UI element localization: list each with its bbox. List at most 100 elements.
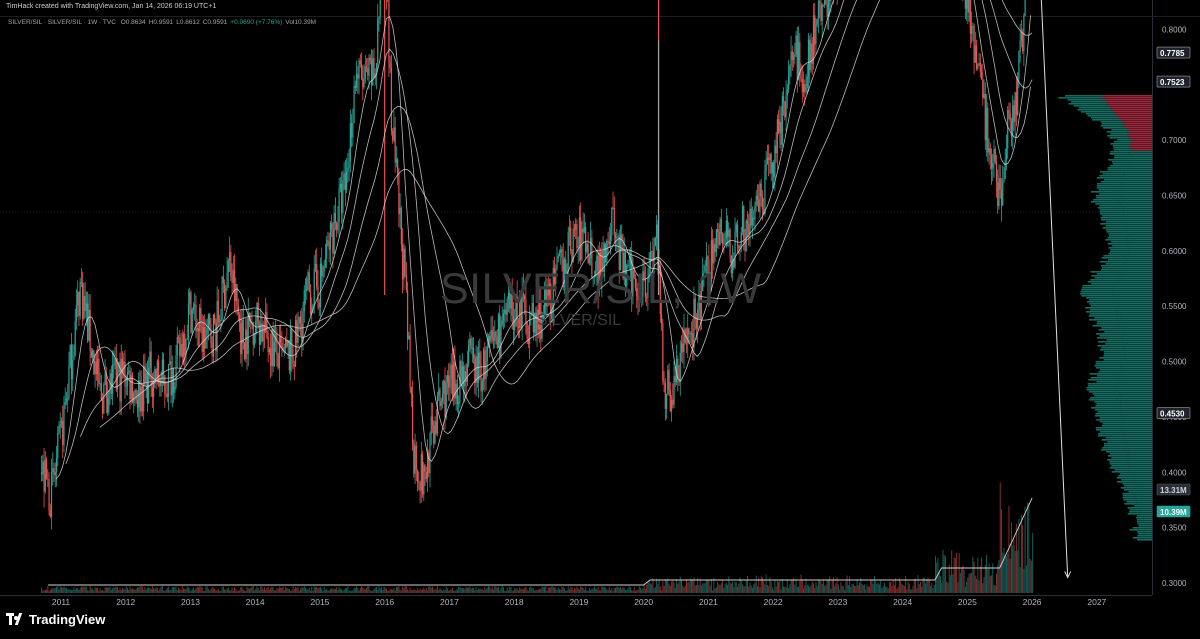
volume-bar: [536, 589, 538, 593]
volume-bar: [633, 586, 635, 593]
volume-bar: [275, 590, 277, 593]
volume-bar: [58, 589, 60, 593]
candle-body: [770, 154, 772, 174]
volume-bar: [676, 579, 678, 593]
candle-body: [331, 223, 333, 230]
candle-body: [977, 64, 979, 69]
candle-body: [200, 308, 202, 323]
volume-bar: [232, 590, 234, 593]
candle-body: [328, 241, 330, 250]
volume-profile-bar: [1113, 295, 1152, 297]
volume-profile-bar: [1122, 435, 1152, 437]
candle-body: [774, 145, 776, 178]
volume-profile-bar: [1115, 307, 1152, 309]
volume-profile-bar: [1094, 409, 1121, 411]
candle-body: [553, 267, 556, 284]
candle-body: [53, 468, 55, 476]
moving-average-line: [99, 0, 1033, 428]
volume-bar: [902, 585, 904, 593]
volume-bar: [102, 589, 104, 593]
volume-bar: [153, 588, 155, 593]
volume-profile-bar: [1123, 213, 1152, 215]
volume-bar: [139, 586, 141, 593]
volume-bar: [791, 580, 793, 593]
volume-profile-bar: [1120, 413, 1152, 415]
volume-bar: [856, 579, 858, 593]
y-tick-label: 0.6000: [1162, 247, 1187, 256]
volume-bar: [280, 587, 282, 593]
volume-bar: [349, 590, 351, 593]
volume-profile-bar: [1095, 203, 1121, 205]
volume-profile-bar: [1098, 329, 1123, 331]
candle-body: [611, 207, 613, 236]
volume-profile-bar: [1095, 427, 1122, 429]
volume-profile-bar: [1103, 179, 1126, 181]
volume-profile-bar: [1126, 225, 1152, 227]
volume-bar: [855, 585, 857, 593]
volume-profile-bar: [1096, 177, 1122, 179]
candle-body: [439, 389, 441, 406]
candle-body: [602, 251, 604, 277]
volume-bar: [525, 586, 527, 593]
candle-body: [43, 461, 45, 492]
candle-body: [784, 101, 786, 118]
volume-profile-bar: [1082, 285, 1114, 287]
volume-profile-bar: [1124, 123, 1152, 125]
volume-bar: [344, 587, 346, 593]
volume-profile-bar: [1126, 343, 1152, 345]
candle-body: [169, 361, 171, 365]
candle-body: [55, 457, 58, 472]
volume-bar: [961, 567, 963, 593]
volume-profile-bar: [1089, 319, 1118, 321]
volume-bar: [612, 590, 614, 593]
candle-body: [583, 226, 585, 233]
volume-bar: [75, 588, 77, 593]
volume-profile-bar: [1089, 299, 1118, 301]
volume-bar: [811, 581, 813, 593]
y-tick-label: 0.5000: [1162, 358, 1187, 367]
volume-bar: [383, 586, 385, 593]
candle-body: [491, 329, 493, 338]
candle-body: [637, 296, 639, 301]
volume-profile-bar: [1113, 285, 1152, 287]
volume-profile-bar: [1132, 537, 1142, 539]
volume-bar: [398, 586, 400, 593]
volume-profile-bar: [1130, 149, 1152, 151]
tradingview-brand[interactable]: TradingView: [6, 609, 105, 629]
volume-bar: [916, 588, 918, 593]
volume-bar: [681, 580, 683, 593]
candle-body: [424, 465, 426, 473]
candle-body: [346, 171, 348, 190]
volume-profile-bar: [1138, 525, 1145, 527]
volume-bar: [261, 586, 263, 593]
volume-profile-bar: [1123, 209, 1152, 211]
volume-profile-bar: [1086, 297, 1116, 299]
candle-body: [110, 373, 112, 395]
volume-profile-bar: [1111, 161, 1130, 163]
symbol-legend[interactable]: SILVER/SIL · SILVER/SIL · 1W · TVC O0.86…: [8, 19, 316, 26]
volume-profile-bar: [1124, 327, 1152, 329]
candle-body: [289, 329, 292, 371]
volume-profile-bar: [1087, 385, 1117, 387]
volume-bar: [184, 588, 186, 593]
volume-profile-bar: [1106, 231, 1127, 233]
candle-body: [360, 64, 363, 79]
volume-profile-bar: [1112, 291, 1152, 293]
candle-body: [633, 270, 635, 278]
candle-body: [262, 324, 264, 342]
volume-bar: [392, 589, 394, 593]
volume-profile-bar: [1127, 135, 1152, 137]
candle-body: [756, 195, 759, 200]
volume-bar: [546, 590, 548, 593]
volume-bar: [387, 590, 389, 593]
volume-bar: [554, 587, 556, 593]
candle-body: [133, 392, 135, 403]
volume-bar: [191, 589, 193, 593]
volume-bar: [600, 590, 602, 593]
volume-bar: [524, 587, 526, 593]
volume-profile-bar: [1111, 457, 1130, 459]
volume-bar: [875, 581, 877, 593]
candle-body: [622, 240, 624, 279]
volume-profile-bar: [1101, 123, 1125, 125]
